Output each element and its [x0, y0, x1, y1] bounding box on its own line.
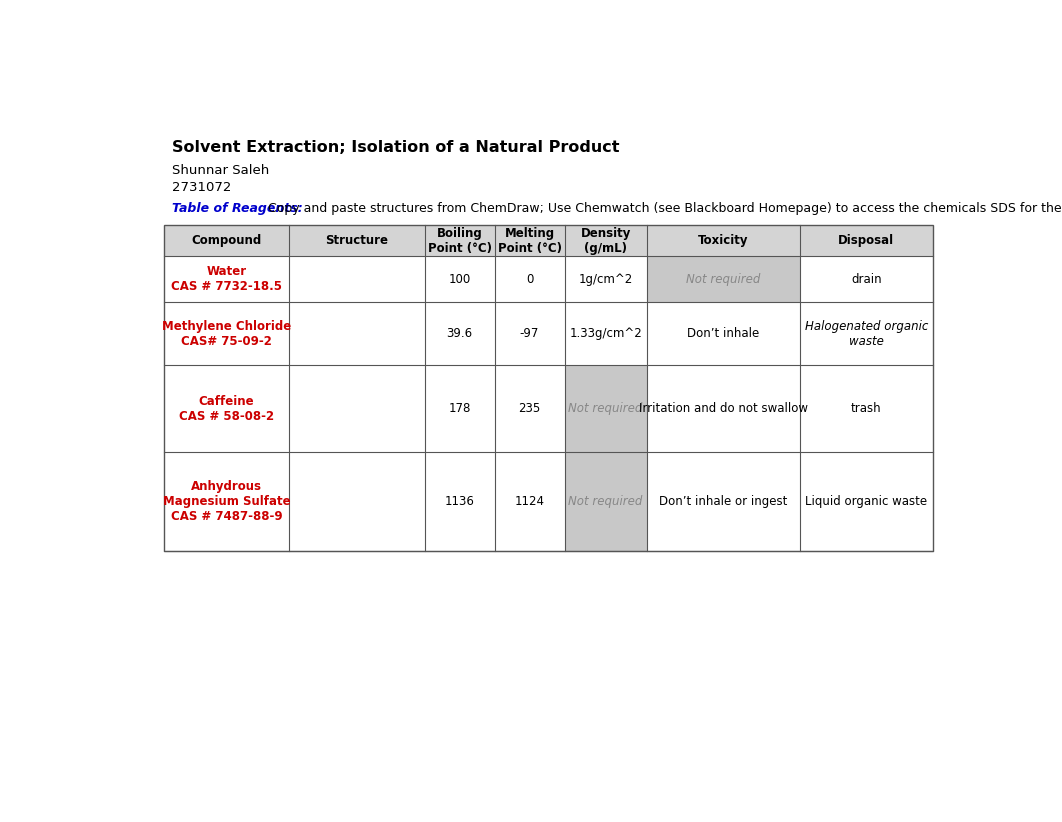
Text: Structure: Structure — [325, 234, 389, 247]
Text: Copy and paste structures from ChemDraw; Use Chemwatch (see Blackboard Homepage): Copy and paste structures from ChemDraw;… — [264, 202, 1062, 215]
Text: Table of Reagents:: Table of Reagents: — [172, 202, 303, 215]
Text: Not required: Not required — [686, 273, 760, 285]
Text: Don’t inhale or ingest: Don’t inhale or ingest — [660, 496, 787, 508]
Text: Caffeine
CAS # 58-08-2: Caffeine CAS # 58-08-2 — [179, 395, 274, 423]
Text: 1g/cm^2: 1g/cm^2 — [579, 273, 633, 285]
Text: Methylene Chloride
CAS# 75-09-2: Methylene Chloride CAS# 75-09-2 — [162, 320, 291, 348]
Bar — [647, 256, 800, 302]
Text: Density
(g/mL): Density (g/mL) — [581, 227, 631, 255]
Text: Not required: Not required — [568, 402, 643, 415]
Text: Boiling
Point (°C): Boiling Point (°C) — [428, 227, 492, 255]
Bar — [565, 365, 647, 552]
Text: 100: 100 — [448, 273, 470, 285]
Text: Shunnar Saleh: Shunnar Saleh — [172, 164, 270, 178]
Text: 235: 235 — [518, 402, 541, 415]
Text: Water
CAS # 7732-18.5: Water CAS # 7732-18.5 — [171, 265, 282, 293]
Bar — [164, 225, 932, 552]
Text: 39.6: 39.6 — [446, 327, 473, 340]
Text: -97: -97 — [520, 327, 539, 340]
Text: Halogenated organic
waste: Halogenated organic waste — [805, 320, 928, 348]
Text: 1136: 1136 — [445, 496, 475, 508]
Text: Anhydrous
Magnesium Sulfate
CAS # 7487-88-9: Anhydrous Magnesium Sulfate CAS # 7487-8… — [162, 480, 291, 524]
Text: drain: drain — [851, 273, 881, 285]
Text: 1124: 1124 — [515, 496, 545, 508]
Text: Irritation and do not swallow: Irritation and do not swallow — [638, 402, 808, 415]
Text: Melting
Point (°C): Melting Point (°C) — [498, 227, 562, 255]
Text: Compound: Compound — [191, 234, 262, 247]
Bar — [164, 225, 932, 256]
Text: Don’t inhale: Don’t inhale — [687, 327, 759, 340]
Text: 2731072: 2731072 — [172, 181, 232, 194]
Text: 1.33g/cm^2: 1.33g/cm^2 — [569, 327, 643, 340]
Text: 0: 0 — [526, 273, 533, 285]
Text: trash: trash — [851, 402, 881, 415]
Text: Not required: Not required — [568, 496, 643, 508]
Text: 178: 178 — [448, 402, 470, 415]
Text: Solvent Extraction; Isolation of a Natural Product: Solvent Extraction; Isolation of a Natur… — [172, 140, 620, 155]
Text: Toxicity: Toxicity — [698, 234, 749, 247]
Text: Liquid organic waste: Liquid organic waste — [805, 496, 927, 508]
Text: Disposal: Disposal — [838, 234, 894, 247]
